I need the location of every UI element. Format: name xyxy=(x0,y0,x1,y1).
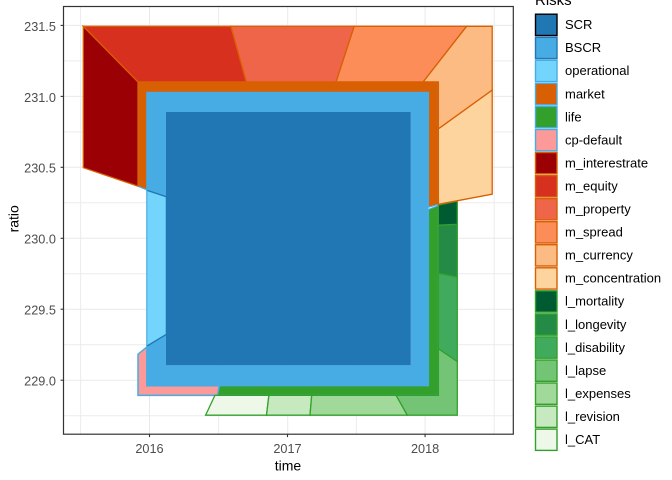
svg-text:SCR: SCR xyxy=(565,17,592,32)
svg-text:market: market xyxy=(565,86,605,101)
svg-text:Risks: Risks xyxy=(535,0,572,9)
svg-text:230.5: 230.5 xyxy=(24,162,56,176)
svg-text:m_spread: m_spread xyxy=(565,225,623,240)
svg-text:m_interestrate: m_interestrate xyxy=(565,155,648,170)
svg-text:l_longevity: l_longevity xyxy=(565,317,627,332)
svg-text:cp-default: cp-default xyxy=(565,132,622,147)
svg-text:2018: 2018 xyxy=(411,442,439,456)
svg-text:l_revision: l_revision xyxy=(565,409,620,424)
svg-text:operational: operational xyxy=(565,63,629,78)
svg-text:2017: 2017 xyxy=(273,442,301,456)
svg-text:life: life xyxy=(565,109,582,124)
svg-text:l_lapse: l_lapse xyxy=(565,363,606,378)
svg-text:ratio: ratio xyxy=(5,205,21,232)
svg-text:time: time xyxy=(275,458,302,474)
svg-text:m_concentration: m_concentration xyxy=(565,271,661,286)
svg-text:l_expenses: l_expenses xyxy=(565,386,631,401)
svg-text:m_property: m_property xyxy=(565,202,631,217)
svg-text:229.0: 229.0 xyxy=(24,375,56,389)
svg-text:m_currency: m_currency xyxy=(565,248,633,263)
svg-text:2016: 2016 xyxy=(135,442,163,456)
svg-text:231.5: 231.5 xyxy=(24,20,56,34)
svg-text:229.5: 229.5 xyxy=(24,304,56,318)
svg-text:m_equity: m_equity xyxy=(565,179,618,194)
svg-text:l_disability: l_disability xyxy=(565,340,625,355)
svg-text:231.0: 231.0 xyxy=(24,91,56,105)
svg-text:l_CAT: l_CAT xyxy=(565,432,600,447)
svg-text:l_mortality: l_mortality xyxy=(565,294,625,309)
svg-text:BSCR: BSCR xyxy=(565,40,601,55)
svg-text:230.0: 230.0 xyxy=(24,233,56,247)
